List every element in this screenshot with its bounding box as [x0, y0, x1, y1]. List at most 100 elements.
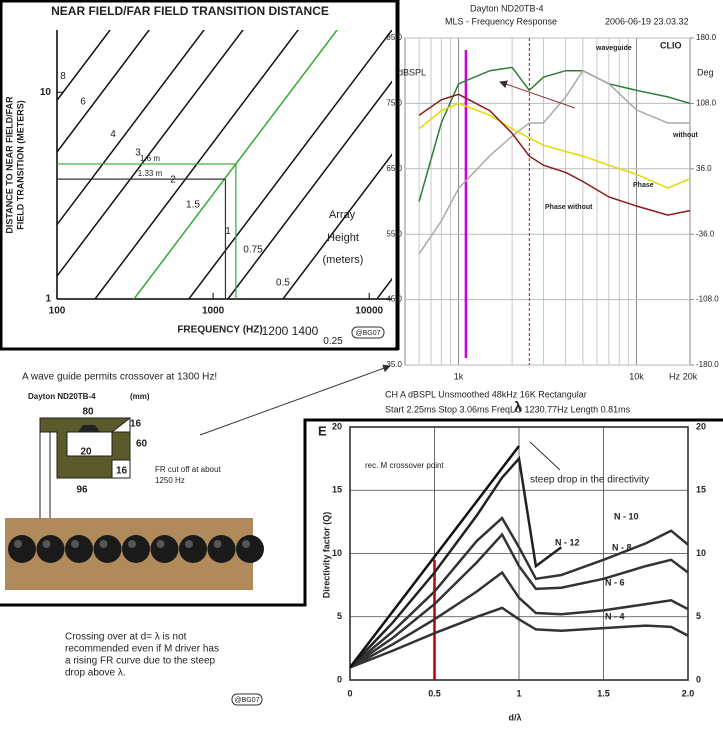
y2-tick-label: 5: [696, 611, 701, 621]
series-label: N - 12: [555, 537, 580, 547]
y-tick-label: 65.0: [386, 164, 402, 173]
line-label: 6: [80, 96, 86, 107]
y-tick-label: 10: [332, 548, 342, 558]
frame: [0, 0, 399, 351]
dome-shine: [185, 540, 193, 548]
line-label: 0.25: [323, 336, 343, 347]
brand: CLIO: [660, 40, 682, 50]
y2-tick-label: 108.0: [696, 99, 717, 108]
driver-dome: [207, 535, 236, 563]
series-line: [57, 30, 205, 226]
y2-tick-label: -108.0: [696, 295, 719, 304]
y-tick-label: 10: [40, 87, 52, 98]
series-line: [187, 30, 392, 299]
x-axis-label: d/λ: [508, 712, 521, 722]
cutoff: 1250 Hz: [155, 476, 185, 485]
annotation: 1200 1400: [262, 324, 319, 338]
driver-dome: [179, 535, 207, 563]
series-line: [133, 30, 338, 299]
y-axis-label: dBSPL: [398, 67, 426, 77]
y-tick-label: 45.0: [386, 295, 402, 304]
line-label: 8: [60, 71, 66, 82]
y-tick-label: 35.0: [386, 360, 402, 369]
series-line: [418, 66, 690, 202]
line-label: 0.75: [243, 245, 263, 256]
dome-shine: [242, 540, 250, 548]
series-line: [281, 153, 392, 299]
series-label: without: [672, 132, 699, 139]
series-line: [418, 93, 690, 216]
arrow: [499, 80, 576, 109]
y2-tick-label: 20: [696, 421, 706, 431]
dome-shine: [14, 540, 22, 548]
y2-tick-label: 10: [696, 548, 706, 558]
series-line: [418, 69, 690, 255]
dome-shine: [42, 540, 51, 548]
y-axis-label: Directivity factor (Q): [321, 512, 331, 599]
y-tick-label: 0: [337, 674, 342, 684]
lines: [418, 66, 690, 255]
series-line: [350, 606, 688, 669]
driver-dome: [236, 535, 264, 563]
crossing-note: recommended even if M driver has: [65, 644, 219, 655]
dim: 96: [76, 485, 88, 496]
chart-title: NEAR FIELD/FAR FIELD TRANSITION DISTANCE: [51, 4, 329, 18]
crossing-note: drop above λ.: [65, 668, 126, 679]
series-line: [350, 516, 688, 669]
x-tick-label: 0: [347, 688, 352, 698]
y-tick-label: 1: [45, 294, 51, 305]
panel-label: E: [318, 423, 327, 438]
y-tick-label: 75.0: [386, 99, 402, 108]
y2-tick-label: 0: [696, 674, 701, 684]
y2-tick-label: -36.0: [696, 229, 715, 238]
series-line: [57, 30, 151, 153]
line-label: 1.5: [186, 200, 200, 211]
series-label: λ: [514, 399, 522, 415]
series-label: N - 4: [605, 611, 625, 621]
series-line: [226, 80, 392, 299]
arrow: [199, 364, 391, 436]
series-label: waveguide: [595, 45, 632, 52]
y-tick-label: 20: [332, 421, 342, 431]
dim: 16: [116, 466, 128, 477]
frame: [0, 418, 723, 607]
dome-shine: [156, 540, 165, 548]
x-tick-label: 10000: [355, 306, 383, 317]
series-label: Phase without: [545, 204, 593, 211]
line-label: 4: [110, 129, 116, 140]
ref-label: 1.33 m: [138, 169, 163, 178]
line-label: 2: [170, 174, 176, 185]
x-tick-label: 1: [516, 688, 521, 698]
series-line: [350, 455, 563, 669]
series-label: N - 10: [614, 511, 639, 521]
dome-shine: [128, 540, 136, 548]
line-label: 0.5: [276, 278, 290, 289]
x-tick-label: 20k: [683, 371, 698, 381]
waveguide-drawing: [39, 416, 131, 521]
series-line: [94, 30, 299, 299]
y-axis-label: FIELD TRANSITION (METERS): [15, 100, 25, 230]
footer: Start 2.25ms Stop 3.06ms FreqLO 1230.77H…: [385, 404, 631, 414]
dim: 80: [82, 407, 94, 418]
x-tick-label: 1.5: [597, 688, 610, 698]
driver-dome: [36, 535, 65, 563]
credit-box: [231, 693, 263, 706]
ref-label: 1.6 m: [140, 154, 160, 163]
crossing-note: Crossing over at d= λ is not: [65, 632, 187, 643]
annotation: rec. M crossover point: [365, 461, 444, 470]
x-tick-label: 1000: [202, 306, 225, 317]
unit: (mm): [130, 392, 150, 401]
line-label: 1: [225, 226, 231, 237]
annotation: (meters): [323, 254, 364, 266]
date: 2006-06-19 23.03.32: [605, 16, 689, 26]
y2-tick-label: 36.0: [696, 164, 712, 173]
series-line: [57, 30, 244, 277]
series-label: Phase: [633, 182, 654, 189]
dim: 16: [130, 419, 142, 430]
y2-axis-label: Deg: [697, 67, 714, 77]
series-line: [418, 102, 690, 189]
dim: 20: [80, 447, 92, 458]
annotation: @BG07: [355, 330, 380, 337]
y-axis-label: DISTANCE TO NEAR FIELD/FAR: [4, 96, 14, 234]
